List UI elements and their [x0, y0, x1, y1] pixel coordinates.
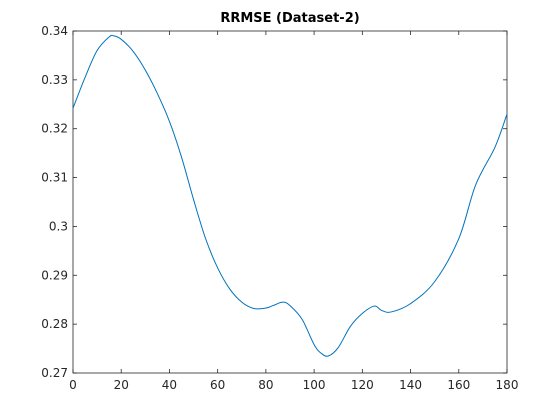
- series-layer: [72, 34, 508, 357]
- y-tick-label: 0.29: [41, 268, 68, 282]
- plot-frame: [72, 30, 508, 374]
- y-tick-label: 0.31: [41, 171, 68, 185]
- x-tick-label: 20: [114, 378, 129, 392]
- y-tick-label: 0.28: [41, 317, 68, 331]
- x-tick-label: 0: [69, 378, 77, 392]
- x-tick-label: 80: [258, 378, 273, 392]
- x-tick-label: 180: [496, 378, 519, 392]
- y-tick-label: 0.32: [41, 122, 68, 136]
- y-tick-label: 0.34: [41, 24, 68, 38]
- y-tick-label: 0.27: [41, 366, 68, 380]
- x-tick-label: 100: [303, 378, 326, 392]
- x-tick-label: 160: [447, 378, 470, 392]
- plot-area: [72, 30, 508, 374]
- x-tick-label: 120: [351, 378, 374, 392]
- series-line-0: [72, 34, 508, 357]
- x-tick-label: 60: [210, 378, 225, 392]
- chart-title: RRMSE (Dataset-2): [220, 11, 359, 26]
- x-tick-label: 40: [162, 378, 177, 392]
- x-axis: 0 20 40 60 80 100 120 140 160 180: [69, 31, 518, 392]
- y-tick-label: 0.3: [49, 219, 68, 233]
- x-tick-label: 140: [399, 378, 422, 392]
- y-tick-label: 0.33: [41, 73, 68, 87]
- y-axis: 0.27 0.28 0.29 0.3 0.31 0.32 0.33 0.34: [41, 24, 507, 380]
